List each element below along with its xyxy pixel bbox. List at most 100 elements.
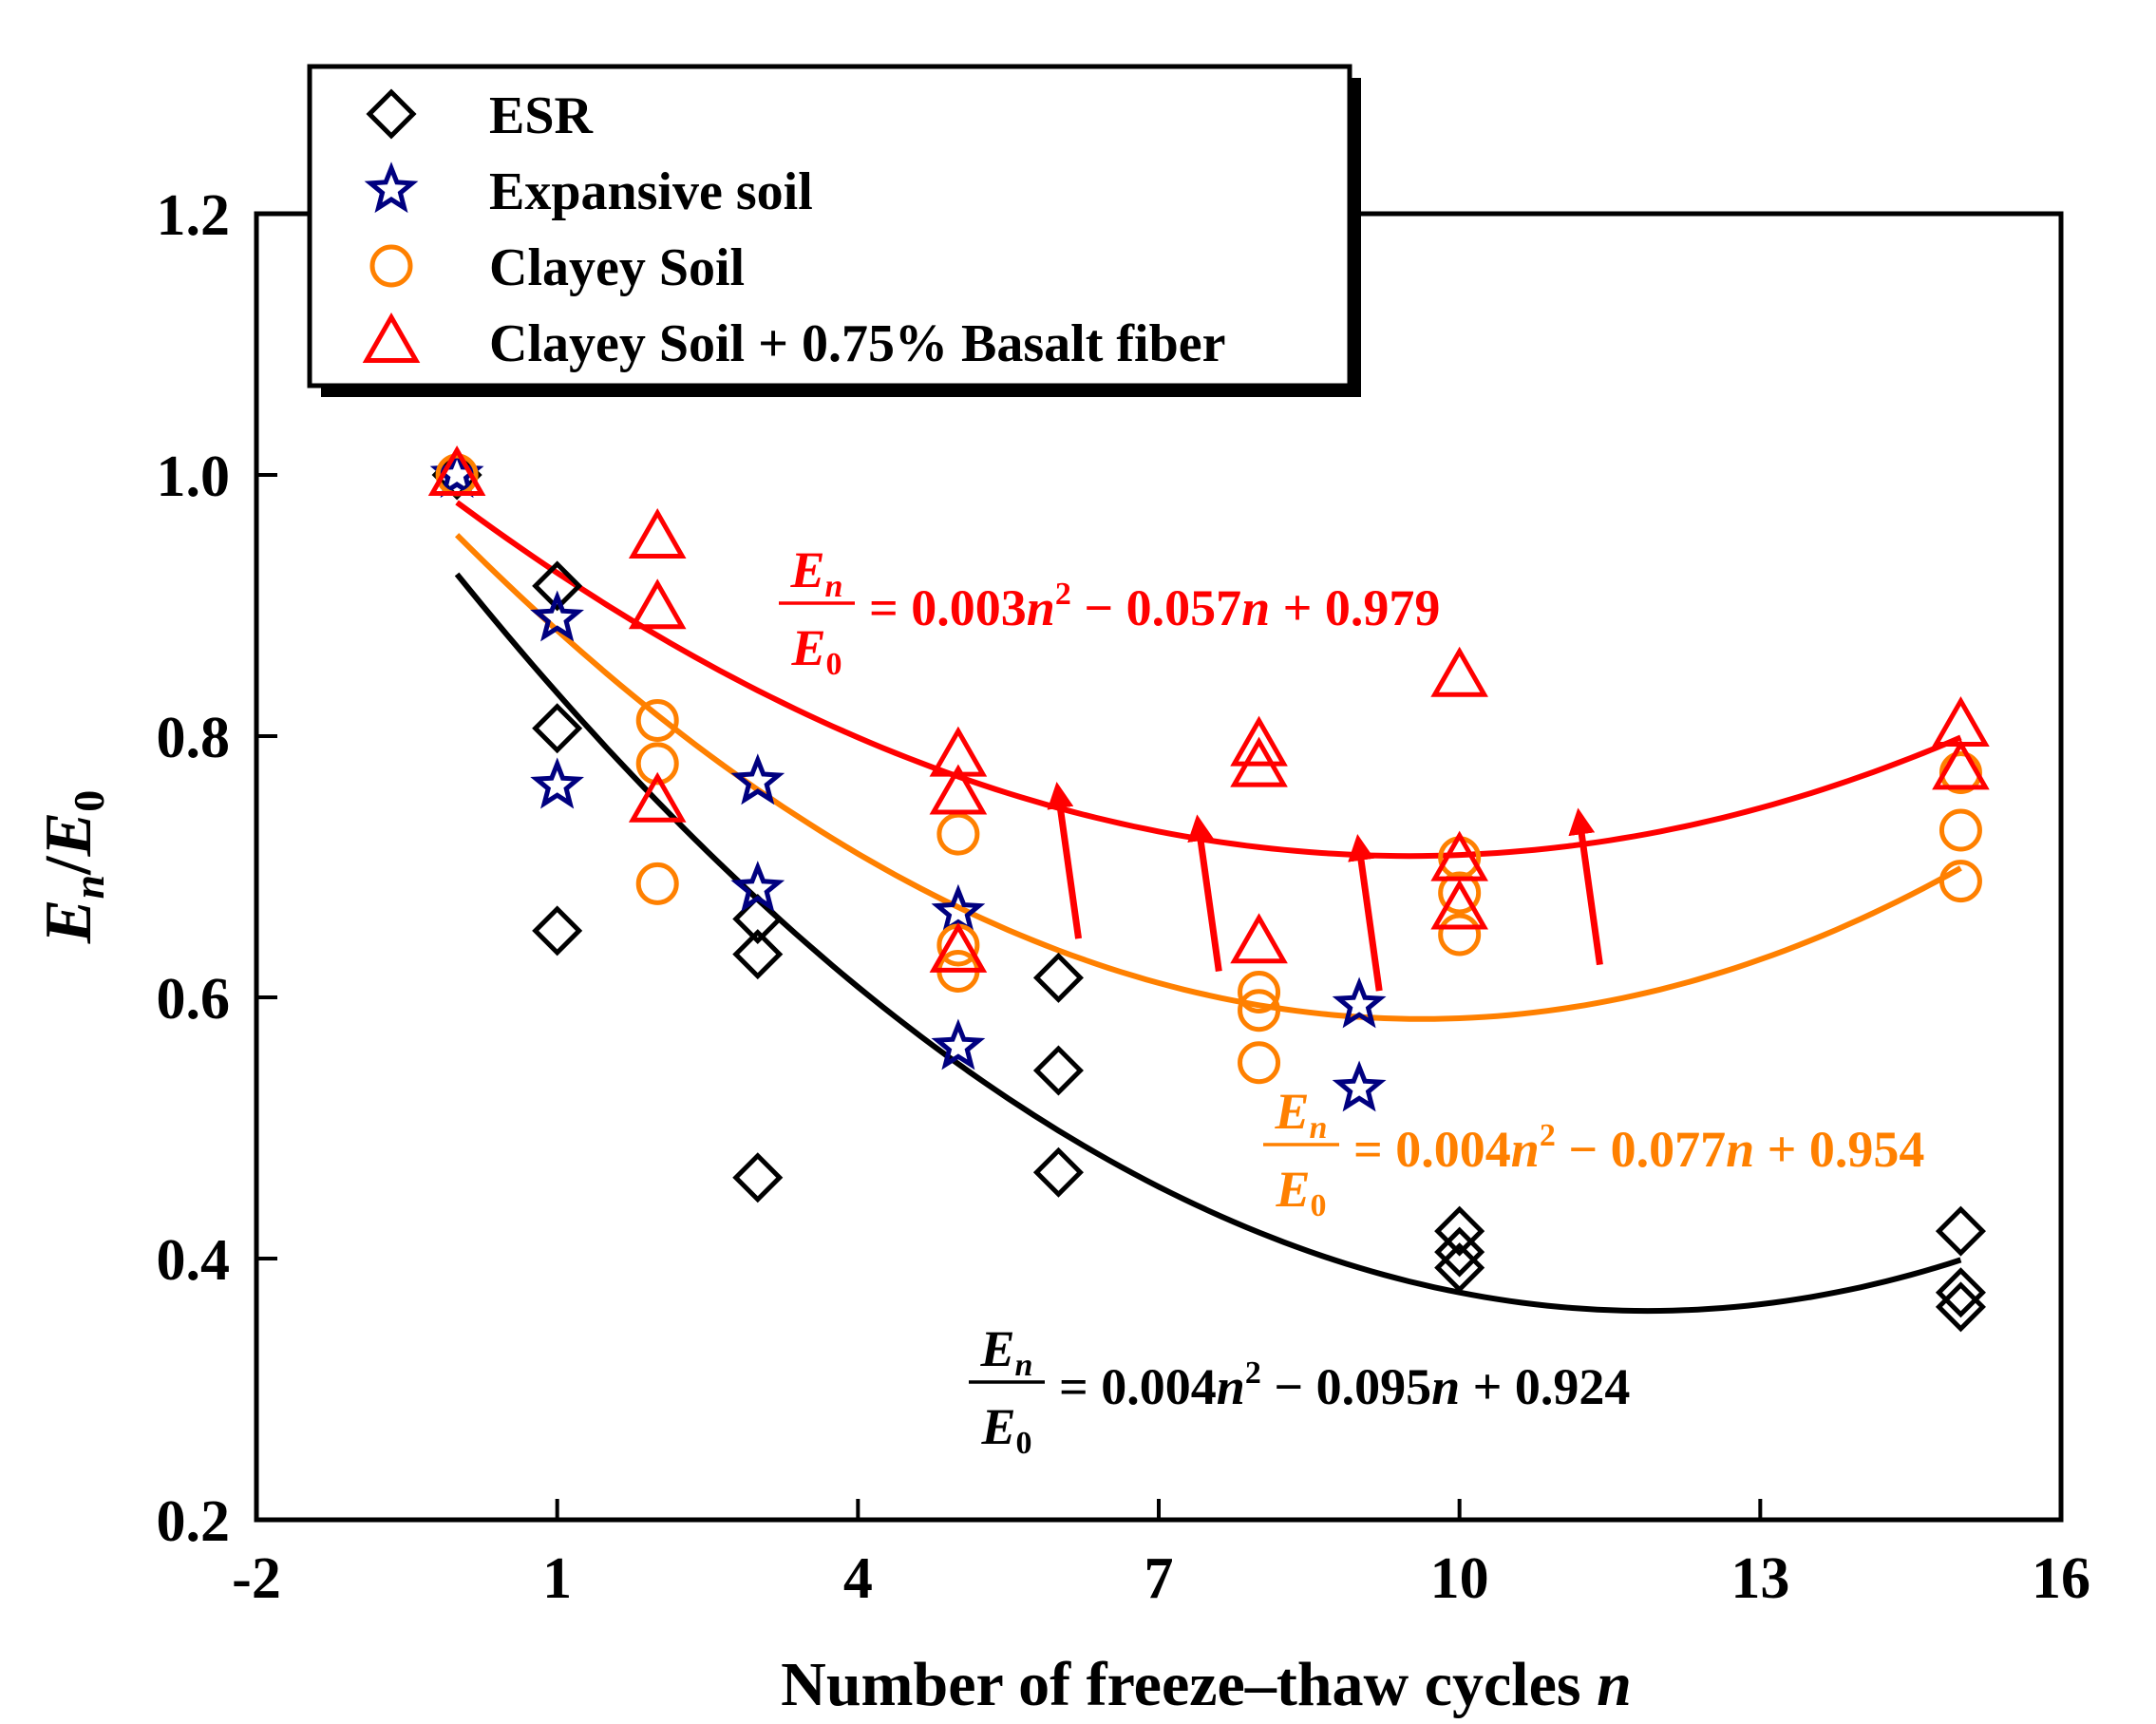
x-axis-title-var: n	[1597, 1650, 1632, 1719]
fraction-denominator-sub: 0	[826, 647, 842, 682]
series-diamond	[431, 449, 1986, 1333]
diamond-point	[532, 905, 583, 957]
diamond-point	[732, 1152, 784, 1203]
star-point	[530, 757, 584, 809]
y-tick-label: 0.2	[157, 1489, 231, 1554]
fraction-numerator: En	[1275, 1083, 1328, 1146]
triangle-point	[1230, 715, 1288, 767]
fraction-numerator-sub: n	[825, 569, 843, 604]
triangle-point	[628, 578, 687, 630]
legend-marker-circle	[369, 244, 413, 288]
y-axis-title-sub-0: 0	[65, 790, 113, 812]
legend: ESR Expansive soil Clayey Soil Clayey Soil …	[307, 64, 1361, 397]
y-axis-title-slash: /	[32, 855, 105, 876]
circle-point	[1438, 913, 1482, 957]
legend-marker-star	[364, 161, 419, 214]
fraction-numerator: En	[980, 1320, 1033, 1383]
equation-n: n	[1511, 1121, 1540, 1178]
x-tick-label: 10	[1430, 1546, 1489, 1611]
x-axis-title-space	[1581, 1650, 1598, 1719]
y-tick-label: 0.4	[157, 1228, 231, 1293]
fit-equation-0: EnE 0 = 0.004n2 − 0.095n + 0.924	[969, 1320, 1630, 1461]
diamond-point	[1032, 952, 1084, 1003]
x-axis-title: Number of freeze–thaw cycles n	[781, 1650, 1632, 1719]
series-triangle	[427, 445, 1990, 973]
data-points	[427, 445, 1990, 1333]
triangle-point	[1430, 646, 1488, 697]
equation-rhs: = 0.003n2 − 0.057n + 0.979	[869, 577, 1440, 636]
star-point	[1332, 1060, 1387, 1112]
fit-curve-0	[454, 572, 1962, 1315]
fraction-denominator-sub: 0	[1016, 1426, 1032, 1461]
fraction-denominator: E0	[1275, 1161, 1326, 1223]
y-tick-label: 1.2	[157, 183, 231, 248]
equation-coef-c: + 0.979	[1270, 579, 1440, 636]
equation-coef-c: + 0.954	[1754, 1121, 1924, 1178]
star-point	[1332, 976, 1387, 1029]
circle-point	[635, 862, 679, 905]
equation-exponent: 2	[1540, 1118, 1556, 1153]
triangle-point	[1430, 879, 1488, 930]
triangle-point	[1230, 736, 1288, 787]
legend-label: Clayey Soil	[489, 238, 745, 297]
diamond-point	[532, 560, 583, 612]
y-axis-title-group: En/E0	[32, 790, 113, 944]
equation-coef-b: − 0.077	[1556, 1121, 1726, 1178]
annotation-arrow	[1348, 834, 1383, 992]
fraction-denominator-E: E	[1275, 1161, 1310, 1218]
y-tick-label: 0.6	[157, 967, 231, 1032]
triangle-point	[929, 764, 988, 815]
equation-rhs: = 0.004n2 − 0.095n + 0.924	[1059, 1355, 1630, 1415]
equation-coef-a: = 0.004	[1353, 1121, 1511, 1178]
y-tick-label: 1.0	[157, 445, 231, 509]
legend-label: ESR	[489, 86, 593, 145]
legend-marker-triangle	[362, 312, 421, 363]
diamond-point	[1434, 1226, 1485, 1278]
equation-rhs: = 0.004n2 − 0.077n + 0.954	[1353, 1118, 1924, 1178]
fraction-denominator-E: E	[790, 619, 825, 676]
equation-exponent: 2	[1245, 1355, 1261, 1391]
circle-point	[1438, 871, 1482, 915]
triangle-point	[929, 921, 988, 973]
equation-n: n	[1217, 1358, 1245, 1415]
fraction-numerator-sub: n	[1310, 1110, 1328, 1146]
circle-point	[1939, 860, 1982, 903]
diamond-point	[732, 929, 784, 980]
equation-exponent: 2	[1055, 577, 1071, 612]
y-axis-title-E: E	[32, 900, 105, 945]
fraction-numerator-E: E	[1275, 1083, 1310, 1140]
fraction-numerator-E: E	[980, 1320, 1015, 1377]
y-axis-title-E0: E	[32, 812, 105, 858]
star-point	[730, 861, 785, 913]
circle-point	[635, 699, 679, 742]
equation-coef-b: − 0.057	[1071, 579, 1241, 636]
triangle-point	[1932, 739, 1990, 790]
plot-frame	[254, 211, 2064, 1523]
legend-marker-diamond	[366, 88, 417, 140]
legend-label: Expansive soil	[489, 162, 813, 221]
fraction-numerator-sub: n	[1015, 1348, 1033, 1383]
triangle-point	[1230, 913, 1288, 964]
diamond-point	[1434, 1242, 1485, 1294]
triangle-point	[628, 771, 687, 823]
diamond-point	[1032, 1045, 1084, 1096]
triangle-point	[1430, 830, 1488, 881]
series-circle	[435, 453, 1982, 1085]
fraction-numerator-E: E	[790, 541, 825, 598]
x-tick-label: 16	[2032, 1546, 2090, 1611]
equation-n: n	[1241, 579, 1270, 636]
x-tick-label: 1	[542, 1546, 572, 1611]
equation-coef-c: + 0.924	[1460, 1358, 1630, 1415]
y-axis-title-sub-n: n	[65, 875, 113, 900]
fraction-denominator: E0	[790, 619, 842, 682]
circle-point	[936, 812, 980, 856]
triangle-point	[929, 726, 988, 777]
x-tick-label: -2	[232, 1546, 281, 1611]
star-point	[530, 590, 584, 642]
equation-coef-a: = 0.004	[1059, 1358, 1217, 1415]
y-axis-title: En/E0	[32, 790, 113, 944]
diamond-point	[732, 893, 784, 945]
circle-point	[1238, 1041, 1281, 1085]
